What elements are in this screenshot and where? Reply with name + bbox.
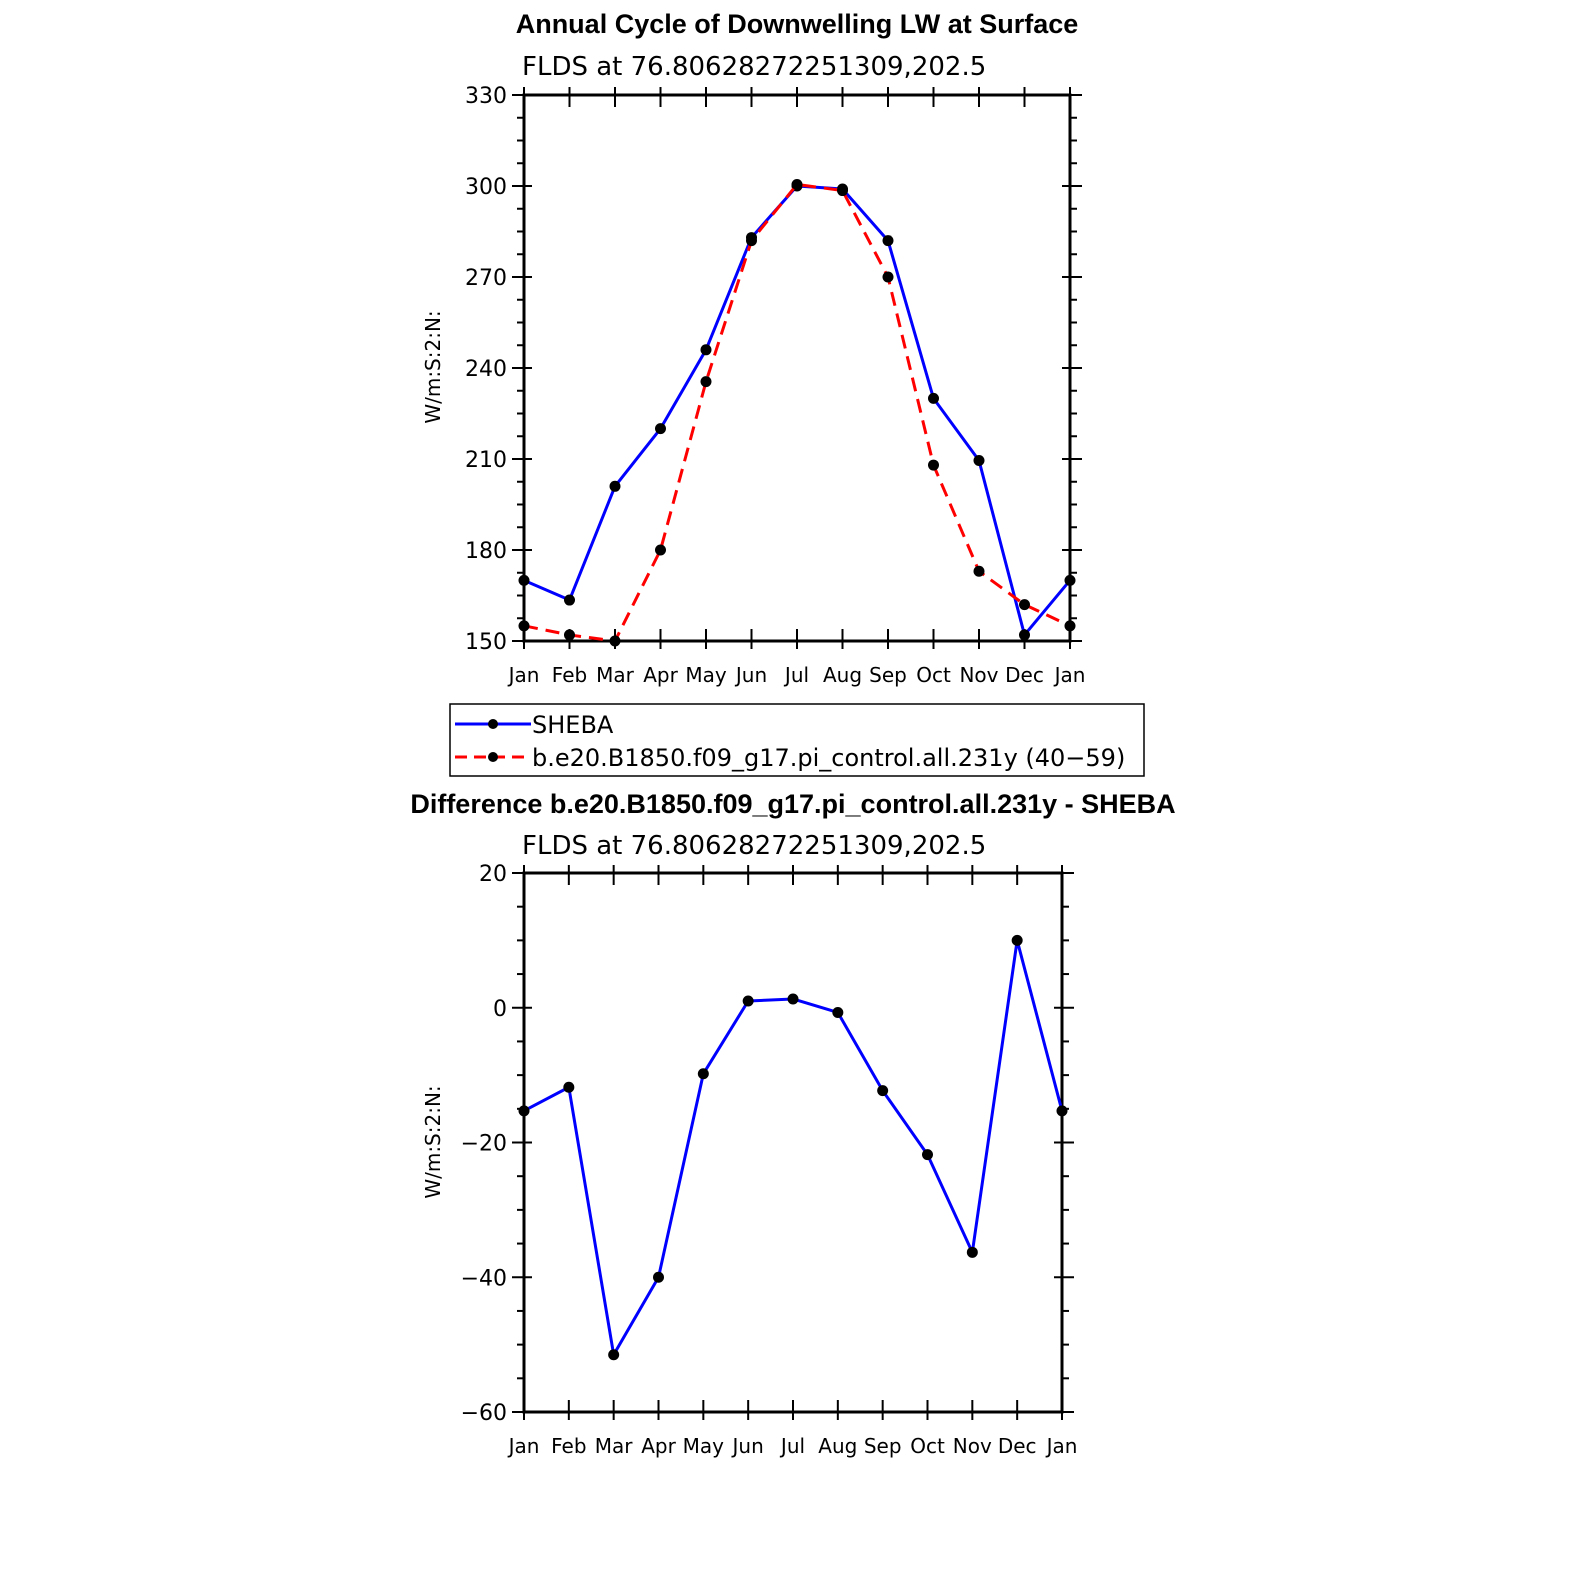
legend-marker-model	[488, 752, 498, 762]
y-tick-label: 0	[493, 997, 507, 1022]
data-point	[742, 995, 754, 1007]
data-point	[609, 635, 621, 647]
data-point	[928, 459, 939, 471]
data-point	[973, 565, 985, 577]
y-tick-label: −40	[461, 1266, 507, 1291]
legend: SHEBA b.e20.B1850.f09_g17.pi_control.all…	[449, 703, 1145, 777]
y-tick-label: 270	[465, 266, 507, 291]
data-point	[877, 1085, 889, 1097]
x-tick-label: Dec	[998, 1434, 1037, 1458]
data-point	[1064, 620, 1076, 632]
data-point	[922, 1149, 933, 1161]
x-tick-label: Nov	[959, 663, 998, 687]
legend-label-sheba: SHEBA	[532, 711, 614, 739]
y-tick-label: −20	[461, 1132, 507, 1157]
data-point	[966, 1246, 978, 1258]
data-point	[700, 376, 712, 388]
data-point	[837, 185, 848, 197]
data-point	[563, 1081, 575, 1093]
data-point	[700, 344, 712, 356]
x-tick-label: May	[683, 1434, 725, 1458]
data-point	[928, 392, 939, 404]
legend-box	[449, 703, 1145, 777]
x-tick-label: Aug	[823, 663, 862, 687]
data-point	[882, 235, 894, 247]
plot-frame	[522, 93, 1072, 643]
data-point	[518, 574, 530, 586]
y-tick-label: 20	[479, 862, 507, 887]
y-tick-label: 240	[465, 357, 507, 382]
x-tick-label: Aug	[818, 1434, 857, 1458]
legend-label-model: b.e20.B1850.f09_g17.pi_control.all.231y …	[532, 744, 1125, 772]
chart-title: Difference b.e20.B1850.f09_g17.pi_contro…	[410, 789, 1175, 819]
chart-subtitle: FLDS at 76.80628272251309,202.5	[522, 52, 986, 82]
data-point	[608, 1349, 620, 1361]
data-point	[787, 993, 799, 1005]
plot-area: Jan Feb Mar Apr May Jun Jul Aug Sep Oct Nov Dec Jan1…	[465, 84, 1085, 687]
y-axis-label: W/m:S:2:N:	[421, 310, 445, 423]
y-tick-label: 300	[465, 175, 507, 200]
legend-marker-sheba	[488, 719, 498, 729]
series-line-0	[523, 184, 1072, 637]
data-point	[564, 594, 575, 606]
y-tick-label: 180	[465, 539, 507, 564]
x-tick-label: Apr	[643, 663, 678, 687]
x-tick-label: Sep	[869, 663, 907, 687]
x-tick-label: Feb	[552, 663, 587, 687]
data-point	[653, 1271, 664, 1283]
data-point	[832, 1006, 844, 1018]
data-point	[518, 1105, 530, 1117]
x-tick-label: Jun	[731, 1434, 764, 1458]
y-tick-label: 210	[465, 448, 507, 473]
data-point	[882, 271, 894, 283]
x-tick-label: Sep	[864, 1434, 902, 1458]
x-tick-label: Jan	[507, 1434, 540, 1458]
data-point	[1019, 599, 1030, 611]
annual-cycle-panel: Annual Cycle of Downwelling LW at Surfac…	[421, 9, 1085, 687]
y-tick-label: 150	[465, 630, 507, 655]
data-point	[697, 1068, 709, 1080]
x-tick-label: Oct	[910, 1434, 945, 1458]
plot-area: Jan Feb Mar Apr May Jun Jul Aug Sep Oct Nov Dec Jan−…	[461, 862, 1078, 1458]
y-tick-label: 330	[465, 84, 507, 109]
data-point	[1064, 574, 1076, 586]
data-point	[973, 455, 985, 467]
data-point	[564, 629, 575, 641]
data-point	[791, 178, 803, 190]
x-tick-label: Mar	[596, 663, 635, 687]
x-tick-label: Oct	[916, 663, 951, 687]
data-point	[1019, 629, 1030, 641]
y-tick-label: −60	[461, 1401, 507, 1426]
x-tick-label: Dec	[1005, 663, 1044, 687]
data-point	[518, 620, 530, 632]
x-tick-label: Jan	[1053, 663, 1086, 687]
x-tick-label: Feb	[551, 1434, 586, 1458]
x-tick-label: Apr	[641, 1434, 676, 1458]
data-point	[655, 544, 666, 556]
data-point	[1056, 1105, 1068, 1117]
plot-frame	[522, 871, 1064, 1414]
data-point	[746, 235, 757, 247]
x-tick-label: Mar	[595, 1434, 634, 1458]
data-point	[655, 423, 666, 435]
difference-panel: Difference b.e20.B1850.f09_g17.pi_contro…	[410, 789, 1175, 1458]
chart-subtitle: FLDS at 76.80628272251309,202.5	[522, 831, 986, 861]
x-tick-label: May	[685, 663, 727, 687]
chart-title: Annual Cycle of Downwelling LW at Surfac…	[516, 9, 1079, 39]
x-tick-label: Jul	[779, 1434, 805, 1458]
data-point	[1011, 934, 1023, 946]
series-line-1	[523, 182, 1071, 643]
y-axis-label: W/m:S:2:N:	[421, 1085, 445, 1198]
x-tick-label: Jun	[734, 663, 767, 687]
x-tick-label: Jan	[1045, 1434, 1078, 1458]
x-tick-label: Jan	[507, 663, 540, 687]
x-tick-label: Nov	[953, 1434, 992, 1458]
x-tick-label: Jul	[783, 663, 809, 687]
data-point	[609, 480, 621, 492]
